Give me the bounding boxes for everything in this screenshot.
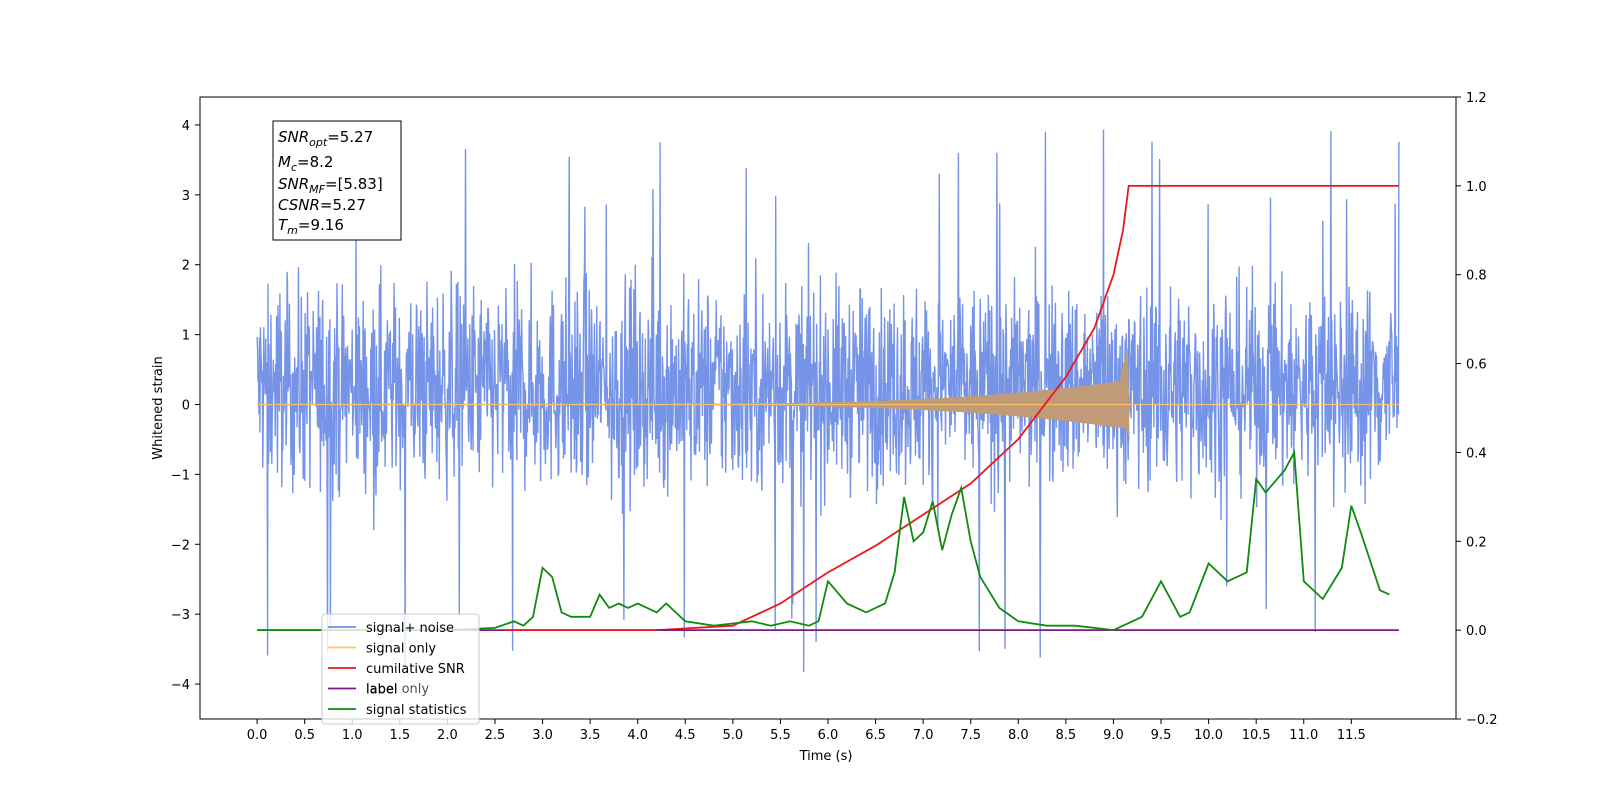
x-tick-label: 7.5 (960, 728, 981, 743)
signal-noise-series (256, 129, 1400, 673)
y-tick-label: 0 (182, 399, 190, 414)
legend-label: label (366, 683, 397, 698)
legend-label: signal only (366, 642, 436, 657)
x-tick-label: 8.0 (1008, 728, 1029, 743)
y-tick-label: −3 (171, 608, 190, 623)
x-tick-label: 2.5 (485, 728, 506, 743)
x-tick-label: 9.0 (1103, 728, 1124, 743)
stat-csnr: CSNR=5.27 (278, 196, 366, 214)
x-tick-label: 6.0 (818, 728, 839, 743)
y-tick-label: 2 (182, 259, 190, 274)
stat-snr-opt: SNRopt=5.27 (278, 128, 373, 149)
y2-tick-label: 1.0 (1466, 180, 1487, 195)
legend-label: signal+ noise (366, 621, 454, 636)
stats-box: SNRopt=5.27 Mc=8.2 SNRMF=[5.83] CSNR=5.2… (272, 120, 402, 241)
x-tick-label: 3.0 (532, 728, 553, 743)
x-tick-label: 0.0 (247, 728, 268, 743)
y2-tick-label: 1.2 (1466, 91, 1487, 106)
y-tick-label: −2 (171, 538, 190, 553)
x-tick-label: 10.5 (1242, 728, 1271, 743)
signal-statistics-line (257, 449, 1390, 632)
y-tick-label: −4 (171, 678, 190, 693)
legend: label only signal+ noise signal only cumila… (321, 613, 480, 725)
y2-tick-label: −0.2 (1466, 713, 1498, 728)
y-tick-label: 1 (182, 329, 190, 344)
stat-snr-mf: SNRMF=[5.83] (278, 175, 383, 196)
stat-tm: Tm=9.16 (278, 216, 344, 237)
x-tick-label: 4.5 (675, 728, 696, 743)
y2-tick-label: 0.6 (1466, 358, 1487, 373)
x-tick-label: 4.0 (627, 728, 648, 743)
x-tick-label: 2.0 (437, 728, 458, 743)
stat-mc: Mc=8.2 (278, 153, 333, 174)
y2-tick-label: 0.2 (1466, 535, 1487, 550)
signal-only-series (257, 347, 1399, 443)
x-tick-label: 0.5 (294, 728, 315, 743)
x-tick-label: 10.0 (1194, 728, 1223, 743)
x-tick-label: 9.5 (1151, 728, 1172, 743)
cumulative-snr-line (656, 185, 1399, 631)
x-axis-label: Time (s) (799, 749, 853, 764)
x-tick-label: 5.5 (770, 728, 791, 743)
y-tick-label: 3 (182, 189, 190, 204)
x-tick-label: 11.0 (1289, 728, 1318, 743)
x-tick-label: 8.5 (1056, 728, 1077, 743)
y2-tick-label: 0.4 (1466, 446, 1487, 461)
y2-tick-label: 0.0 (1466, 624, 1487, 639)
x-tick-label: 11.5 (1337, 728, 1366, 743)
legend-label: signal statistics (366, 703, 467, 718)
x-tick-label: 6.5 (865, 728, 886, 743)
legend-label-hidden: label only (366, 682, 429, 697)
y-tick-label: −1 (171, 468, 190, 483)
x-tick-label: 1.5 (389, 728, 410, 743)
y-axis-label: Whitened strain (151, 356, 166, 459)
x-tick-label: 7.0 (913, 728, 934, 743)
y2-tick-label: 0.8 (1466, 269, 1487, 284)
legend-label: cumilative SNR (366, 662, 465, 677)
x-tick-label: 3.5 (580, 728, 601, 743)
y-tick-label: 4 (182, 119, 190, 134)
x-tick-label: 5.0 (723, 728, 744, 743)
x-tick-label: 1.0 (342, 728, 363, 743)
